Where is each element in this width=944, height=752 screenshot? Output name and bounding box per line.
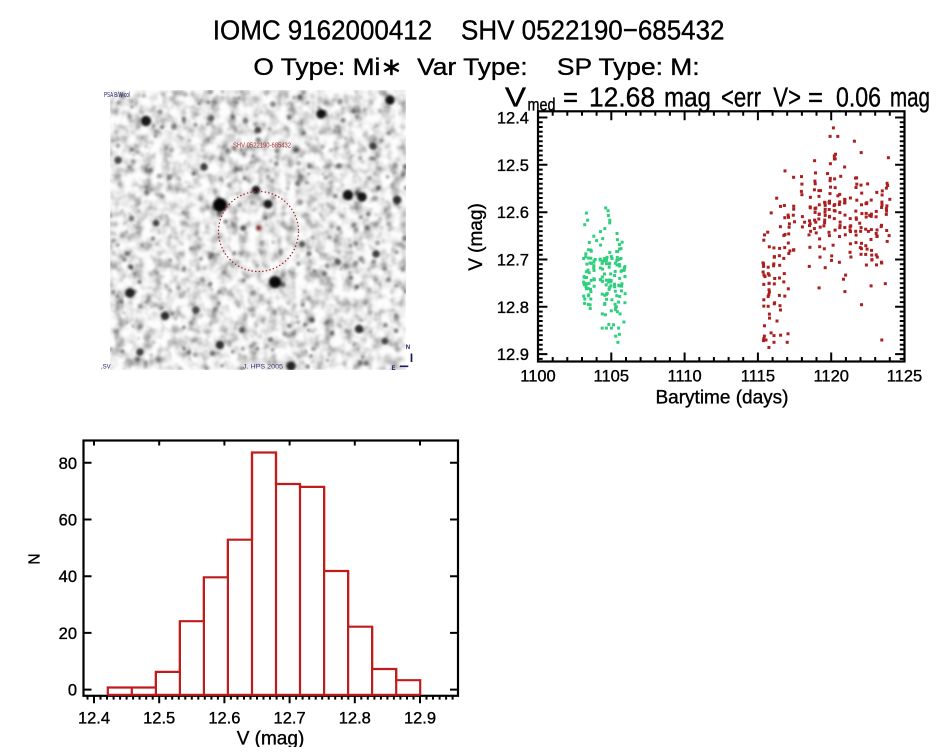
svg-text:O Type: Mi∗ Var Type: SP T: O Type: Mi∗ Var Type: SP Type: M:	[253, 54, 699, 81]
svg-text:SHV 0522190-685432: SHV 0522190-685432	[233, 143, 291, 150]
svg-text:12.9: 12.9	[497, 346, 529, 364]
svg-text:12.5: 12.5	[497, 157, 529, 175]
svg-text:IOMC 9162000412 SHV 0522190: IOMC 9162000412 SHV 0522190−685432	[213, 15, 725, 46]
svg-text:12.7: 12.7	[274, 710, 306, 728]
svg-text:1105: 1105	[594, 368, 629, 386]
svg-text:12.68: 12.68	[589, 81, 655, 112]
svg-text:40: 40	[59, 568, 77, 586]
svg-text:12.7: 12.7	[497, 252, 529, 270]
svg-text:1125: 1125	[887, 368, 922, 386]
svg-text:20: 20	[59, 625, 77, 643]
svg-text:12.6: 12.6	[208, 710, 240, 728]
svg-text:12.8: 12.8	[497, 299, 529, 317]
svg-text:60: 60	[59, 512, 77, 530]
svg-text:E: E	[392, 366, 396, 372]
svg-text:12.4: 12.4	[78, 710, 110, 728]
svg-text:12.4: 12.4	[497, 110, 529, 128]
svg-text:mag: mag	[664, 81, 711, 112]
svg-text:80: 80	[59, 455, 77, 473]
svg-text:V: V	[505, 81, 527, 112]
svg-text:12.6: 12.6	[497, 204, 529, 222]
svg-text:N: N	[27, 553, 44, 564]
svg-text:1115: 1115	[741, 368, 775, 386]
svg-text:0: 0	[68, 682, 77, 700]
svg-text:mag: mag	[890, 81, 930, 112]
svg-text:J. HPS 2005: J. HPS 2005	[243, 364, 283, 371]
svg-text:1120: 1120	[813, 368, 848, 386]
svg-text:0.06: 0.06	[836, 81, 881, 112]
svg-text:12.8: 12.8	[339, 710, 371, 728]
svg-text:V (mag): V (mag)	[237, 729, 305, 748]
svg-text:<err_V>: <err_V>	[721, 81, 801, 112]
svg-text:=: =	[808, 81, 823, 112]
svg-text:,SV: ,SV	[101, 365, 111, 371]
svg-text:V (mag): V (mag)	[466, 203, 487, 271]
svg-text:=: =	[563, 81, 578, 112]
svg-text:12.9: 12.9	[404, 710, 436, 728]
svg-text:Barytime (days): Barytime (days)	[655, 387, 788, 408]
svg-text:med: med	[528, 94, 556, 114]
svg-text:1110: 1110	[667, 368, 701, 386]
svg-text:PSA B/W col: PSA B/W col	[104, 92, 130, 99]
svg-text:N: N	[406, 345, 410, 351]
svg-text:1100: 1100	[520, 368, 555, 386]
svg-text:12.5: 12.5	[143, 710, 175, 728]
